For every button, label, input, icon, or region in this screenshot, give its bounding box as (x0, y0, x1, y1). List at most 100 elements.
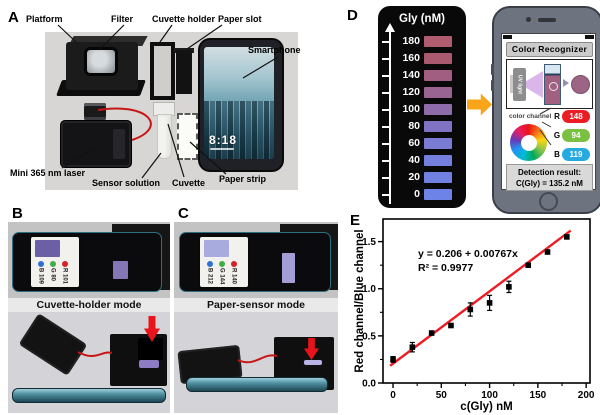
panel-a-photo: 8:18 (45, 32, 298, 190)
app-card: B 212 G 144 R 140 (200, 237, 248, 287)
panel-c-label: C (178, 205, 189, 222)
gly-concentration-strip: Gly (nM) 180 160 140 120 100 80 60 40 20 0 (378, 6, 466, 208)
channel-values: R 148 G 94 B 119 (552, 109, 590, 161)
svg-text:200: 200 (578, 390, 595, 401)
panel-d-label: D (347, 7, 358, 24)
label-filter: Filter (111, 14, 134, 24)
svg-text:R² = 0.9977: R² = 0.9977 (418, 262, 473, 274)
paper-slot-part (176, 50, 192, 94)
rgb-reading-red: R 101 (60, 261, 69, 284)
volume-button (491, 64, 494, 75)
svg-text:Red channel/Blue channel: Red channel/Blue channel (354, 229, 366, 372)
gly-level-row: 0 (382, 186, 452, 203)
panel-b-label: B (12, 205, 23, 222)
color-wheel-hole (520, 134, 537, 151)
gly-scale-tick (382, 40, 390, 43)
data-points (390, 234, 570, 363)
gly-level-swatch (424, 121, 452, 132)
statusbar-left (503, 35, 512, 39)
wallpaper-skyline (204, 100, 274, 159)
gly-level-swatch (424, 104, 452, 115)
phone-flat (12, 388, 166, 403)
gly-scale-tick (382, 108, 390, 111)
app-title-bar: Color Recognizer (506, 42, 593, 57)
channel-letter: B (554, 149, 560, 159)
gly-scale-tick (382, 142, 390, 145)
channel-row-B: B 119 (552, 147, 590, 161)
laser-battery-box (18, 313, 88, 376)
color-dot-result (571, 75, 590, 94)
gly-level-value: 60 (408, 137, 420, 150)
speaker (538, 18, 556, 22)
detection-result-box: Detection result: C(Gly) = 135.2 nM (506, 164, 593, 191)
paper-strip-patch (282, 253, 295, 283)
filter-window (84, 47, 118, 76)
rgb-reading-red: R 140 (229, 261, 238, 284)
gly-level-value: 160 (402, 52, 420, 65)
gly-scale-tick (382, 193, 390, 196)
svg-text:y = 0.206 + 0.00767x: y = 0.206 + 0.00767x (418, 248, 518, 260)
rgb-value: B 109 (37, 268, 44, 285)
gly-scale-tick (382, 125, 390, 128)
phone-landscape: B 109 G 80 R 101 (12, 232, 162, 292)
fit-line (389, 229, 572, 367)
gly-level-row: 140 (382, 67, 452, 84)
phone-clock-subtext (210, 148, 234, 150)
gly-scale-arrowhead (385, 23, 395, 32)
gly-scale-tick (382, 74, 390, 77)
panel-b-caption: Cuvette-holder mode (8, 298, 170, 312)
gly-level-row: 180 (382, 33, 452, 50)
rgb-reading-green: G 144 (217, 261, 226, 284)
channel-letter: R (554, 111, 560, 121)
detection-result-title: Detection result: (517, 168, 582, 177)
channel-letter: G (553, 130, 561, 140)
gly-scale-tick (382, 176, 390, 179)
chart-axes: 0 50 100 150 200 0.0 0.5 1.0 1.5 (362, 218, 595, 401)
diagram-cuvette (544, 64, 561, 105)
rgb-value: G 80 (49, 268, 56, 282)
app-screen: Color Recognizer UV light color channel … (501, 33, 596, 191)
gly-level-row: 100 (382, 101, 452, 118)
label-laser: Mini 365 nm laser (10, 168, 86, 178)
gly-scale-tick (382, 159, 390, 162)
rgb-readings: B 109 G 80 R 101 (36, 261, 69, 284)
svg-text:100: 100 (481, 390, 498, 401)
rgb-value: R 101 (61, 268, 68, 285)
app-smartphone: Color Recognizer UV light color channel … (491, 6, 600, 214)
gly-level-row: 60 (382, 135, 452, 152)
phone-landscape: B 212 G 144 R 140 (179, 232, 331, 292)
gly-level-row: 80 (382, 118, 452, 135)
gly-level-value: 0 (414, 188, 420, 201)
gly-scale-tick (382, 57, 390, 60)
rgb-value: R 140 (230, 268, 237, 285)
gly-level-swatch (424, 155, 452, 166)
volume-button (491, 80, 494, 91)
gly-level-value: 80 (408, 120, 420, 133)
uv-glow (139, 360, 159, 368)
gly-scale-axis (389, 32, 391, 204)
svg-text:0: 0 (390, 390, 396, 401)
rgb-readings: B 212 G 144 R 140 (205, 261, 238, 284)
gly-level-value: 40 (408, 154, 420, 167)
gly-level-row: 20 (382, 169, 452, 186)
cuvette-holder-part (150, 42, 175, 100)
rgb-reading-green: G 80 (48, 261, 57, 284)
flow-arrow (467, 93, 492, 116)
battery-cell (113, 129, 125, 159)
paper-strip-outline (177, 113, 198, 160)
channel-value-badge: 148 (562, 109, 590, 123)
gly-level-swatch (424, 172, 452, 183)
gly-level-swatch (424, 53, 452, 64)
panel-a-label: A (8, 9, 19, 26)
svg-text:c(Gly) nM: c(Gly) nM (460, 401, 512, 413)
panel-c-bottom-photo (174, 312, 338, 413)
gly-scale-title: Gly (nM) (399, 13, 445, 25)
laser-battery-box (60, 120, 132, 168)
color-channel-label: color channel (509, 113, 552, 120)
gly-level-swatch (424, 36, 452, 47)
green-dot (218, 261, 225, 267)
panel-b-top-photo: B 109 G 80 R 101 (8, 222, 170, 298)
sample-swatch (204, 240, 229, 257)
channel-row-G: G 94 (552, 128, 590, 142)
